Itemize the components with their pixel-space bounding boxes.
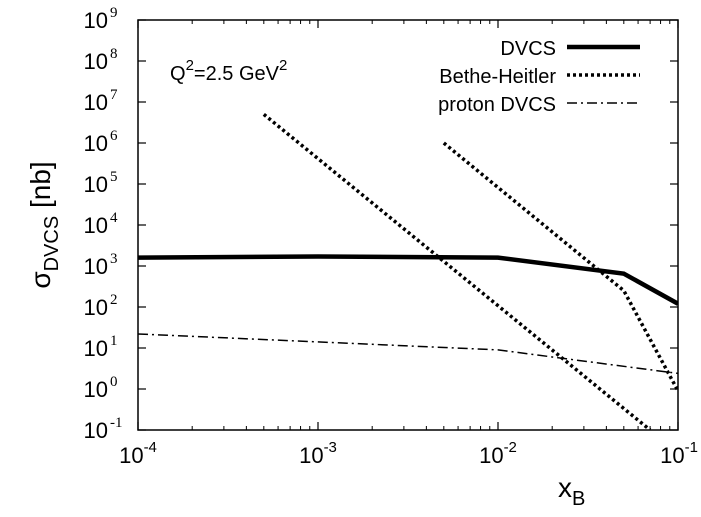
y-tick-label-exp: 6 — [110, 128, 118, 144]
series-line-bethe-heitler-1 — [262, 112, 652, 430]
legend-label-bethe-heitler: Bethe-Heitler — [439, 66, 556, 88]
y-tick-label-exp: 5 — [110, 169, 118, 185]
y-axis-label: σDVCS [nb] — [25, 161, 63, 288]
y-tick-label-exp: 7 — [110, 87, 118, 103]
x-tick-label: 10-2 — [479, 439, 517, 468]
series-line-bethe-heitler-2 — [442, 141, 678, 392]
y-tick-label-base: 10 — [84, 172, 108, 197]
y-tick-label-exp: 4 — [110, 210, 118, 226]
series-layer — [138, 112, 678, 430]
legend-label-proton-dvcs: proton DVCS — [438, 94, 556, 116]
y-tick-label: 10 — [84, 172, 108, 197]
y-tick-label-base: 10 — [84, 254, 108, 279]
y-tick-label: 10 — [84, 213, 108, 238]
y-tick-label-base: 10 — [84, 418, 108, 443]
q2-annotation: Q2=2.5 GeV2 — [170, 57, 287, 85]
q2-annotation-q: Q — [170, 63, 186, 85]
x-tick-label: 10-4 — [119, 439, 157, 468]
y-tick-label-base: 10 — [84, 377, 108, 402]
y-tick-label-exp: -1 — [110, 415, 123, 431]
x-axis-ticks: 10-4 10-3 10-2 10-1 — [119, 20, 698, 468]
x-tick-label-exp: -1 — [685, 439, 698, 456]
x-axis-label-sub: B — [572, 488, 585, 510]
y-tick-label-base: 10 — [84, 49, 108, 74]
y-axis-label-suffix: [nb] — [25, 161, 56, 215]
y-tick-label: 10 — [84, 418, 108, 443]
y-tick-label: 10 — [84, 254, 108, 279]
series-line-proton-dvcs — [138, 333, 678, 375]
q2-annotation-unit-exp: 2 — [279, 57, 287, 74]
y-tick-label-exp: 8 — [110, 46, 118, 62]
x-tick-label-exp: -3 — [324, 439, 337, 456]
x-tick-label-base: 10 — [479, 443, 503, 468]
x-axis-label: xB — [558, 472, 585, 510]
y-tick-label: 10 — [84, 377, 108, 402]
y-tick-label-exp: 3 — [110, 251, 118, 267]
x-tick-label: 10-1 — [660, 439, 698, 468]
y-tick-label-exp: 1 — [110, 333, 118, 349]
x-tick-label-base: 10 — [119, 443, 143, 468]
y-axis-label-sub: DVCS — [41, 216, 63, 272]
x-tick-label-exp: -2 — [504, 439, 517, 456]
y-tick-label-base: 10 — [84, 213, 108, 238]
y-tick-label-base: 10 — [84, 90, 108, 115]
y-tick-label-base: 10 — [84, 8, 108, 33]
x-tick-label: 10-3 — [299, 439, 337, 468]
y-tick-label: 10 — [84, 131, 108, 156]
x-tick-label-base: 10 — [660, 443, 684, 468]
y-tick-label-base: 10 — [84, 295, 108, 320]
y-tick-label: 10 — [84, 90, 108, 115]
y-tick-label-base: 10 — [84, 131, 108, 156]
legend: DVCS Bethe-Heitler proton DVCS — [438, 38, 640, 116]
x-axis-label-base: x — [558, 472, 572, 503]
legend-label-dvcs: DVCS — [500, 38, 556, 60]
y-tick-label: 10 — [84, 336, 108, 361]
y-tick-label-exp: 0 — [110, 374, 118, 390]
series-line-dvcs — [138, 254, 678, 306]
y-tick-label: 10 — [84, 8, 108, 33]
y-axis-label-base: σ — [25, 271, 56, 288]
x-tick-label-base: 10 — [299, 443, 323, 468]
y-tick-label-exp: 9 — [110, 5, 118, 21]
x-tick-label-exp: -4 — [144, 439, 157, 456]
y-tick-label-base: 10 — [84, 336, 108, 361]
y-tick-label: 10 — [84, 295, 108, 320]
q2-annotation-q-exp: 2 — [186, 57, 194, 74]
y-tick-label: 10 — [84, 49, 108, 74]
q2-annotation-value: =2.5 GeV — [194, 63, 280, 85]
y-tick-label-exp: 2 — [110, 292, 118, 308]
